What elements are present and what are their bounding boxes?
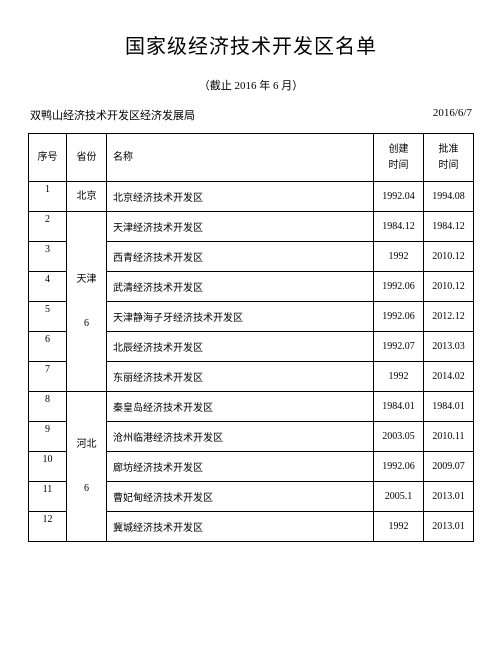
table-header-row: 序号 省份 名称 创建时间 批准时间 bbox=[29, 134, 474, 182]
date-label: 2016/6/7 bbox=[433, 107, 472, 123]
cell-approve: 2010.12 bbox=[424, 242, 474, 272]
cell-approve: 2013.03 bbox=[424, 332, 474, 362]
cell-name: 廊坊经济技术开发区 bbox=[107, 452, 374, 482]
cell-approve: 2009.07 bbox=[424, 452, 474, 482]
cell-seq: 5 bbox=[29, 302, 67, 332]
cell-approve: 2012.12 bbox=[424, 302, 474, 332]
cell-create: 2003.05 bbox=[374, 422, 424, 452]
cell-create: 1992.07 bbox=[374, 332, 424, 362]
cell-seq: 8 bbox=[29, 392, 67, 422]
cell-create: 1992 bbox=[374, 242, 424, 272]
cell-seq: 10 bbox=[29, 452, 67, 482]
page-title: 国家级经济技术开发区名单 bbox=[28, 30, 474, 59]
cell-seq: 9 bbox=[29, 422, 67, 452]
col-header-province: 省份 bbox=[67, 134, 107, 182]
cell-seq: 4 bbox=[29, 272, 67, 302]
col-header-approve: 批准时间 bbox=[424, 134, 474, 182]
cell-seq: 11 bbox=[29, 482, 67, 512]
cell-create: 1992 bbox=[374, 512, 424, 542]
table-row: 8河北6秦皇岛经济技术开发区1984.011984.01 bbox=[29, 392, 474, 422]
zone-table: 序号 省份 名称 创建时间 批准时间 1北京北京经济技术开发区1992.0419… bbox=[28, 133, 474, 542]
cell-approve: 2013.01 bbox=[424, 512, 474, 542]
agency-label: 双鸭山经济技术开发区经济发展局 bbox=[30, 107, 195, 123]
cell-name: 天津静海子牙经济技术开发区 bbox=[107, 302, 374, 332]
cell-province: 天津6 bbox=[67, 212, 107, 392]
meta-row: 双鸭山经济技术开发区经济发展局 2016/6/7 bbox=[28, 107, 474, 123]
col-header-name: 名称 bbox=[107, 134, 374, 182]
cell-approve: 1984.12 bbox=[424, 212, 474, 242]
col-header-seq: 序号 bbox=[29, 134, 67, 182]
cell-name: 天津经济技术开发区 bbox=[107, 212, 374, 242]
cell-seq: 3 bbox=[29, 242, 67, 272]
cell-seq: 2 bbox=[29, 212, 67, 242]
table-row: 2天津6天津经济技术开发区1984.121984.12 bbox=[29, 212, 474, 242]
cell-create: 1992.06 bbox=[374, 272, 424, 302]
table-row: 1北京北京经济技术开发区1992.041994.08 bbox=[29, 182, 474, 212]
cell-seq: 12 bbox=[29, 512, 67, 542]
cell-approve: 2010.12 bbox=[424, 272, 474, 302]
subtitle: （截止 2016 年 6 月） bbox=[28, 77, 474, 93]
cell-province: 北京 bbox=[67, 182, 107, 212]
cell-approve: 1984.01 bbox=[424, 392, 474, 422]
cell-approve: 2010.11 bbox=[424, 422, 474, 452]
cell-create: 1992.04 bbox=[374, 182, 424, 212]
cell-seq: 7 bbox=[29, 362, 67, 392]
cell-create: 1992 bbox=[374, 362, 424, 392]
cell-name: 东丽经济技术开发区 bbox=[107, 362, 374, 392]
cell-approve: 1994.08 bbox=[424, 182, 474, 212]
cell-province: 河北6 bbox=[67, 392, 107, 542]
cell-seq: 1 bbox=[29, 182, 67, 212]
cell-create: 1984.12 bbox=[374, 212, 424, 242]
cell-approve: 2013.01 bbox=[424, 482, 474, 512]
cell-create: 1992.06 bbox=[374, 302, 424, 332]
cell-name: 西青经济技术开发区 bbox=[107, 242, 374, 272]
cell-name: 秦皇岛经济技术开发区 bbox=[107, 392, 374, 422]
cell-create: 1992.06 bbox=[374, 452, 424, 482]
table-body: 1北京北京经济技术开发区1992.041994.082天津6天津经济技术开发区1… bbox=[29, 182, 474, 542]
cell-name: 北辰经济技术开发区 bbox=[107, 332, 374, 362]
cell-seq: 6 bbox=[29, 332, 67, 362]
cell-name: 曹妃甸经济技术开发区 bbox=[107, 482, 374, 512]
cell-create: 2005.1 bbox=[374, 482, 424, 512]
cell-name: 沧州临港经济技术开发区 bbox=[107, 422, 374, 452]
cell-name: 冀城经济技术开发区 bbox=[107, 512, 374, 542]
cell-approve: 2014.02 bbox=[424, 362, 474, 392]
cell-name: 武清经济技术开发区 bbox=[107, 272, 374, 302]
col-header-create: 创建时间 bbox=[374, 134, 424, 182]
cell-name: 北京经济技术开发区 bbox=[107, 182, 374, 212]
cell-create: 1984.01 bbox=[374, 392, 424, 422]
